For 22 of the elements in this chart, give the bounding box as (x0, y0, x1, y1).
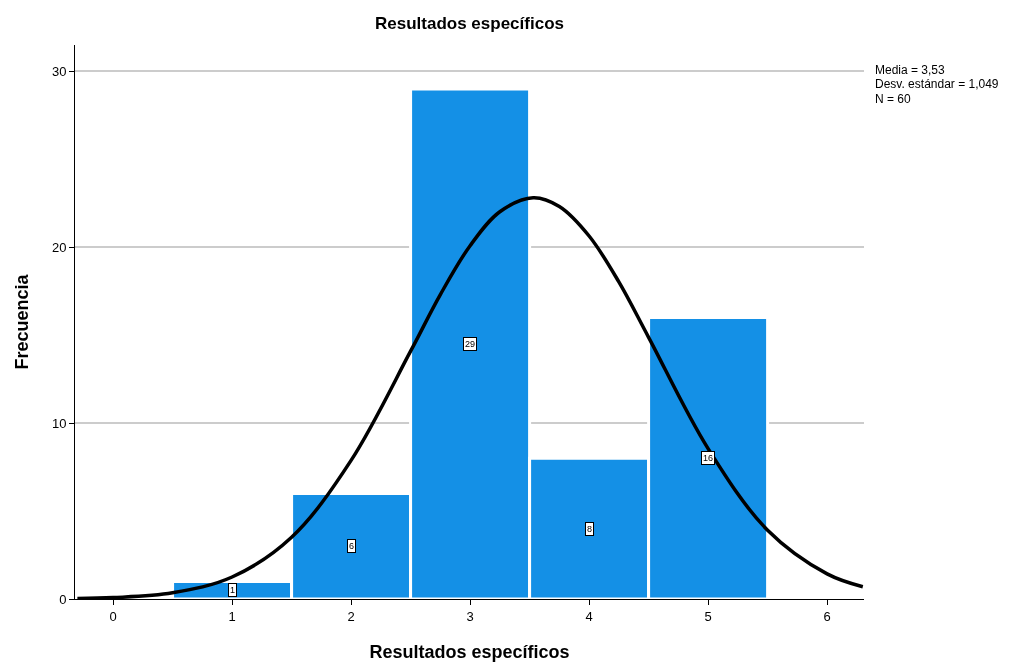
data-label: 1 (230, 585, 236, 595)
y-tick-label: 30 (51, 63, 67, 79)
data-label: 8 (587, 524, 593, 534)
x-tick-label: 1 (228, 608, 236, 624)
x-tick-label: 5 (704, 608, 712, 624)
y-axis-title: Frecuencia (12, 273, 33, 370)
text: Desv. estándar = 1,049 (875, 77, 999, 91)
data-label: 16 (703, 453, 714, 463)
x-tick-label: 6 (823, 608, 831, 624)
data-label: 6 (349, 541, 355, 551)
x-tick-label: 3 (466, 608, 474, 624)
text: N = 60 (875, 92, 912, 106)
chart-title: Resultados específicos (375, 13, 564, 33)
data-label: 29 (465, 339, 476, 349)
x-tick-label: 4 (585, 608, 593, 624)
x-tick-label: 2 (347, 608, 355, 624)
y-tick-label: 0 (59, 591, 67, 607)
y-tick-label: 10 (51, 415, 67, 431)
y-tick-label: 20 (51, 239, 67, 255)
x-axis-title: Resultados específicos (369, 641, 570, 662)
x-tick-label: 0 (109, 608, 117, 624)
text: Media = 3,53 (875, 63, 946, 77)
